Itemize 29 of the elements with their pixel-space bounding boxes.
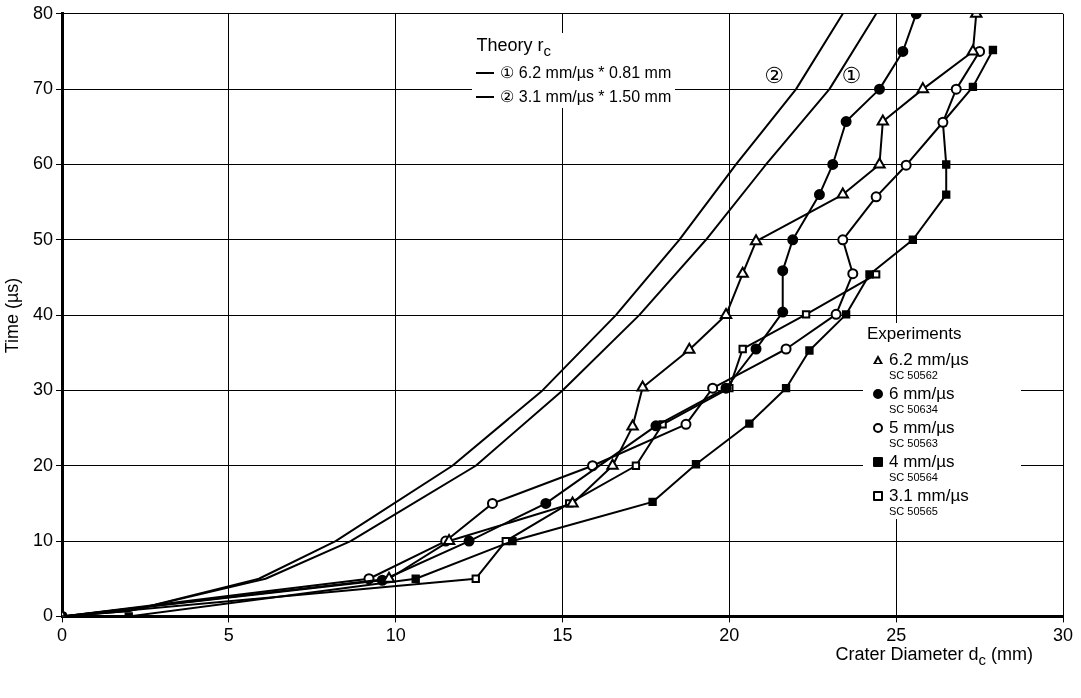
- x-tick-label: 20: [719, 625, 740, 646]
- legend-label: 4 mm/µs SC 50564: [889, 451, 955, 483]
- y-tick-label: 60: [32, 153, 54, 174]
- y-tick-label: 20: [32, 454, 54, 475]
- legend-label: ② 3.1 mm/µs * 1.50 mm: [500, 88, 672, 107]
- annotation: ②: [764, 62, 784, 88]
- legend-label: ① 6.2 mm/µs * 0.81 mm: [500, 64, 672, 83]
- y-tick-label: 50: [32, 228, 54, 249]
- x-axis-title: Crater Diameter d$_{c}$ (mm): [835, 644, 1033, 668]
- legend-label: 5 mm/µs SC 50563: [889, 417, 955, 449]
- legend-label: 6.2 mm/µs SC 50562: [889, 349, 969, 381]
- annotation: Theory r$_{c}$: [476, 34, 552, 59]
- legend-label: 6 mm/µs SC 50634: [889, 383, 955, 415]
- y-tick-label: 0: [43, 605, 54, 626]
- y-tick-label: 40: [32, 304, 54, 325]
- x-tick-label: 5: [223, 625, 234, 646]
- y-tick-label: 30: [32, 379, 54, 400]
- y-tick-label: 80: [32, 2, 54, 23]
- y-tick-label: 10: [32, 530, 54, 551]
- y-tick-label: 70: [32, 78, 54, 99]
- x-tick-label: 10: [385, 625, 406, 646]
- x-tick-label: 15: [552, 625, 573, 646]
- x-tick-label: 30: [1052, 625, 1074, 646]
- legend-label: 3.1 mm/µs SC 50565: [889, 485, 969, 517]
- y-axis-title: Time (µs): [1, 276, 23, 356]
- annotation: ①: [841, 62, 862, 88]
- legend-title: Experiments: [867, 323, 963, 343]
- x-tick-label: 0: [57, 625, 68, 646]
- x-tick-label: 25: [886, 625, 907, 646]
